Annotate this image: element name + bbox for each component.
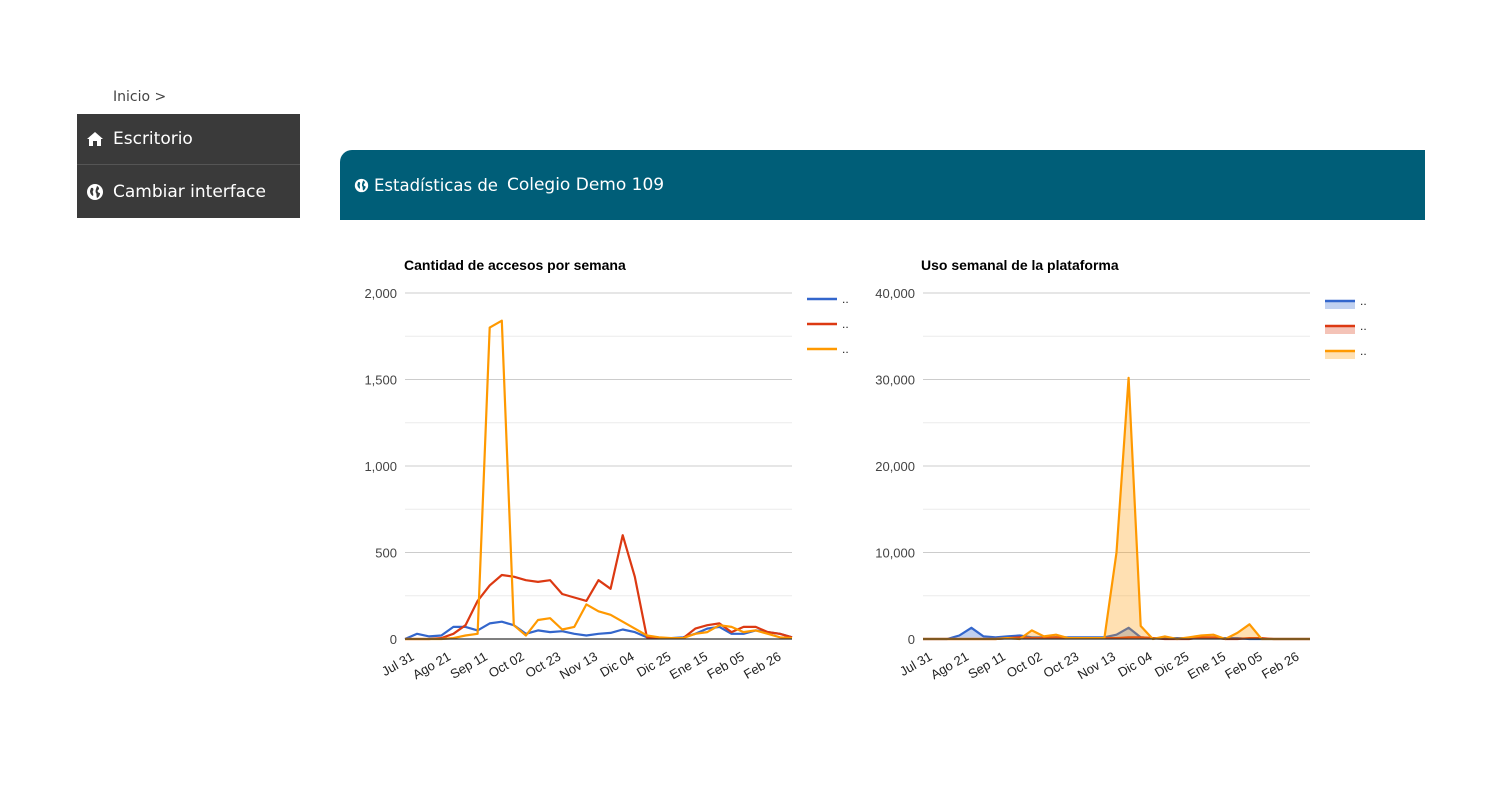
x-tick-label: Dic 04	[1115, 649, 1154, 680]
school-name: Colegio Demo 109	[506, 175, 665, 195]
legend-swatch	[1325, 326, 1355, 334]
y-tick-label: 30,000	[875, 373, 915, 388]
legend-label: ..	[842, 317, 849, 331]
series-line	[405, 534, 793, 641]
series-line	[405, 319, 793, 641]
sidebar-item-escritorio[interactable]: Escritorio	[77, 114, 300, 165]
x-tick-label: Oct 02	[486, 649, 527, 681]
x-tick-label: Feb 26	[741, 649, 784, 682]
x-tick-label: Ene 15	[667, 649, 710, 683]
chart-accesos-semana: Cantidad de accesos por semana 0 500 1,000 1…	[364, 257, 849, 683]
x-tick-label: Nov 13	[1075, 649, 1118, 683]
chart-title: Cantidad de accesos por semana	[404, 257, 626, 273]
legend-label: ..	[842, 292, 849, 306]
y-tick-label: 1,500	[364, 373, 397, 388]
x-tick-label: Nov 13	[557, 649, 600, 683]
sidebar-item-label: Escritorio	[113, 129, 193, 149]
chart-uso-semanal: Uso semanal de la plataforma 0 10,000 20,00…	[875, 257, 1367, 683]
x-tick-label: Ago 21	[410, 649, 453, 683]
x-tick-label: Ago 21	[928, 649, 971, 683]
x-tick-label: Sep 11	[448, 649, 490, 682]
legend-swatch	[1325, 351, 1355, 359]
legend-swatch	[1325, 301, 1355, 309]
y-tick-label: 500	[375, 546, 397, 561]
x-tick-label: Oct 23	[1041, 649, 1082, 681]
home-icon	[86, 130, 104, 148]
y-tick-label: 1,000	[364, 459, 397, 474]
x-tick-label: Dic 25	[1152, 649, 1191, 680]
x-tick-label: Jul 31	[379, 649, 417, 679]
x-tick-label: Feb 05	[1222, 649, 1265, 682]
y-tick-label: 2,000	[364, 286, 397, 301]
x-tick-label: Oct 23	[523, 649, 564, 681]
x-tick-label: Ene 15	[1185, 649, 1228, 683]
x-tick-label: Oct 02	[1004, 649, 1045, 681]
breadcrumb[interactable]: Inicio >	[113, 89, 166, 105]
legend-label: ..	[1360, 344, 1367, 358]
y-tick-label: 40,000	[875, 286, 915, 301]
x-tick-label: Dic 25	[634, 649, 673, 680]
sidebar-item-label: Cambiar interface	[113, 181, 266, 202]
x-tick-label: Feb 05	[704, 649, 747, 682]
legend-label: ..	[1360, 294, 1367, 308]
series-line	[404, 620, 793, 641]
x-tick-label: Jul 31	[897, 649, 935, 679]
legend-label: ..	[842, 342, 849, 356]
sidebar: Escritorio Cambiar interface	[77, 114, 300, 218]
x-tick-label: Sep 11	[966, 649, 1008, 682]
y-tick-label: 0	[390, 632, 397, 647]
legend-label: ..	[1360, 319, 1367, 333]
y-tick-label: 0	[908, 632, 915, 647]
stats-banner: Estadísticas de Colegio Demo 109	[340, 150, 1425, 220]
y-tick-label: 20,000	[875, 459, 915, 474]
globe-icon	[354, 178, 369, 193]
sidebar-item-cambiar-interface[interactable]: Cambiar interface	[77, 165, 300, 218]
series-area	[923, 377, 1310, 639]
x-tick-label: Dic 04	[597, 649, 636, 680]
breadcrumb-home[interactable]: Inicio >	[113, 89, 167, 105]
x-tick-label: Feb 26	[1259, 649, 1302, 682]
globe-icon	[86, 183, 104, 201]
chart-title: Uso semanal de la plataforma	[921, 257, 1119, 273]
y-tick-label: 10,000	[875, 546, 915, 561]
banner-prefix: Estadísticas de	[374, 175, 498, 195]
